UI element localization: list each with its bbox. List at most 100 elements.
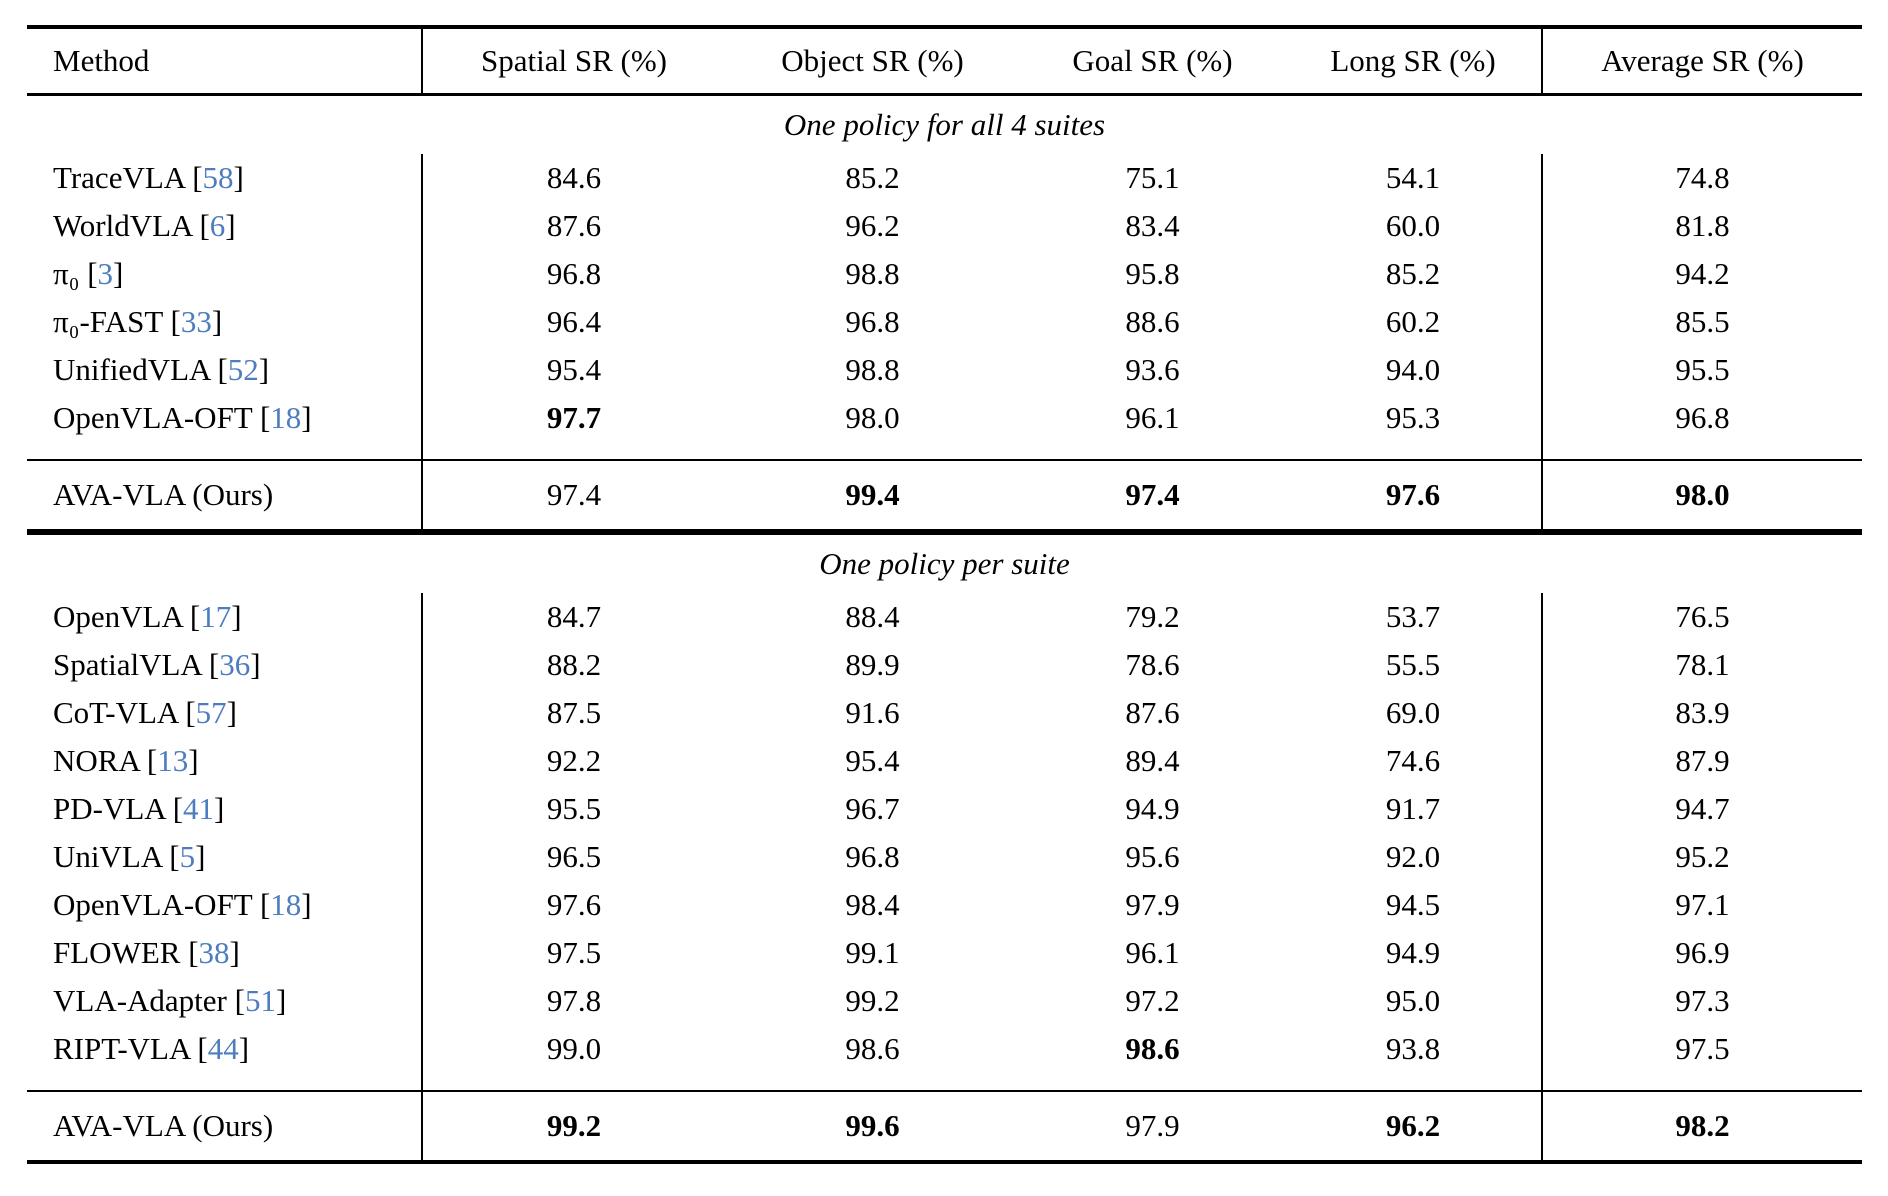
value-cell: 79.2 <box>1125 599 1180 634</box>
value-cell: 98.8 <box>845 352 900 387</box>
table-row: π₀ [3] 96.8 98.8 95.8 85.2 94.2 <box>27 250 1862 298</box>
table-row: PD-VLA [41] 95.5 96.7 94.9 91.7 94.7 <box>27 785 1862 833</box>
value-cell: 89.4 <box>1125 743 1180 778</box>
method-name: NORA [13] <box>53 743 199 778</box>
value-cell: 97.8 <box>421 977 725 1025</box>
value-cell: 91.7 <box>1385 791 1441 826</box>
value-cell: 99.0 <box>421 1025 725 1091</box>
value-cell: 96.7 <box>845 791 900 826</box>
method-name: OpenVLA-OFT [18] <box>53 400 312 435</box>
value-cell: 95.4 <box>845 743 900 778</box>
citation-link[interactable]: 18 <box>270 400 302 435</box>
method-name: OpenVLA [17] <box>53 599 242 634</box>
value-cell: 74.6 <box>1385 743 1441 778</box>
table-row: VLA-Adapter [51] 97.8 99.2 97.2 95.0 97.3 <box>27 977 1862 1025</box>
value-cell: 96.2 <box>1285 1090 1542 1164</box>
table-row: CoT-VLA [57] 87.5 91.6 87.6 69.0 83.9 <box>27 689 1862 737</box>
value-cell: 98.0 <box>1541 459 1862 535</box>
value-cell: 97.9 <box>1020 1090 1285 1164</box>
citation-link[interactable]: 18 <box>270 887 302 922</box>
header-row: Method Spatial SR (%) Object SR (%) Goal… <box>27 25 1862 96</box>
value-cell: 96.8 <box>421 250 725 298</box>
method-name: CoT-VLA [57] <box>53 695 237 730</box>
value-cell: 85.2 <box>845 160 900 195</box>
table-row: SpatialVLA [36] 88.2 89.9 78.6 55.5 78.1 <box>27 641 1862 689</box>
value-cell: 53.7 <box>1385 599 1441 634</box>
table-row: OpenVLA-OFT [18] 97.7 98.0 96.1 95.3 96.8 <box>27 394 1862 460</box>
method-name: π₀-FAST [33] <box>53 304 223 339</box>
column-header-method: Method <box>27 25 422 96</box>
table-row: NORA [13] 92.2 95.4 89.4 74.6 87.9 <box>27 737 1862 785</box>
value-cell: 97.6 <box>421 881 725 929</box>
citation-link[interactable]: 3 <box>97 256 114 291</box>
value-cell: 93.8 <box>1385 1031 1441 1066</box>
value-cell: 96.9 <box>1541 929 1862 977</box>
citation-link[interactable]: 52 <box>227 352 259 387</box>
value-cell: 78.6 <box>1125 647 1180 682</box>
value-cell: 95.4 <box>421 346 725 394</box>
value-cell: 87.6 <box>421 202 725 250</box>
value-cell: 98.6 <box>845 1031 900 1066</box>
value-cell: 94.2 <box>1541 250 1862 298</box>
table-row: π₀-FAST [33] 96.4 96.8 88.6 60.2 85.5 <box>27 298 1862 346</box>
value-cell: 97.6 <box>1285 459 1542 535</box>
value-cell: 96.8 <box>845 304 900 339</box>
citation-link[interactable]: 41 <box>183 791 215 826</box>
method-name: UniVLA [5] <box>53 839 206 874</box>
citation-link[interactable]: 44 <box>207 1031 239 1066</box>
method-name: TraceVLA [58] <box>53 160 244 195</box>
value-cell: 85.5 <box>1541 298 1862 346</box>
value-cell: 83.4 <box>1125 208 1180 243</box>
value-cell: 55.5 <box>1385 647 1441 682</box>
value-cell: 99.4 <box>725 459 1020 535</box>
column-header-long-sr: Long SR (%) <box>1285 25 1542 96</box>
value-cell: 92.2 <box>421 737 725 785</box>
value-cell: 96.4 <box>421 298 725 346</box>
table-row: UnifiedVLA [52] 95.4 98.8 93.6 94.0 95.5 <box>27 346 1862 394</box>
value-cell: 95.6 <box>1125 839 1180 874</box>
citation-link[interactable]: 57 <box>195 695 227 730</box>
citation-link[interactable]: 33 <box>180 304 212 339</box>
value-cell: 99.2 <box>421 1090 725 1164</box>
value-cell: 69.0 <box>1385 695 1441 730</box>
value-cell: 95.8 <box>1125 256 1180 291</box>
value-cell: 98.6 <box>1125 1031 1180 1066</box>
section-label: One policy per suite <box>819 546 1070 581</box>
value-cell: 93.6 <box>1125 352 1180 387</box>
value-cell: 97.4 <box>1020 459 1285 535</box>
method-name: OpenVLA-OFT [18] <box>53 887 312 922</box>
citation-link[interactable]: 58 <box>202 160 234 195</box>
citation-link[interactable]: 13 <box>157 743 189 778</box>
citation-link[interactable]: 36 <box>219 647 251 682</box>
highlight-row-ours: AVA-VLA (Ours) 99.2 99.6 97.9 96.2 98.2 <box>27 1090 1862 1164</box>
table-row: OpenVLA [17] 84.7 88.4 79.2 53.7 76.5 <box>27 593 1862 641</box>
table-row: OpenVLA-OFT [18] 97.6 98.4 97.9 94.5 97.1 <box>27 881 1862 929</box>
table-row: UniVLA [5] 96.5 96.8 95.6 92.0 95.2 <box>27 833 1862 881</box>
value-cell: 84.7 <box>421 593 725 641</box>
value-cell: 96.1 <box>1125 935 1180 970</box>
column-header-object-sr: Object SR (%) <box>725 25 1020 96</box>
method-name: WorldVLA [6] <box>53 208 236 243</box>
citation-link[interactable]: 17 <box>200 599 232 634</box>
value-cell: 97.2 <box>1125 983 1180 1018</box>
value-cell: 89.9 <box>845 647 900 682</box>
citation-link[interactable]: 5 <box>179 839 196 874</box>
value-cell: 97.9 <box>1125 887 1180 922</box>
value-cell: 94.0 <box>1385 352 1441 387</box>
value-cell: 96.1 <box>1125 400 1180 435</box>
value-cell: 88.4 <box>845 599 900 634</box>
value-cell: 94.7 <box>1541 785 1862 833</box>
citation-link[interactable]: 6 <box>209 208 226 243</box>
value-cell: 96.5 <box>421 833 725 881</box>
results-table-body: One policy for all 4 suites TraceVLA [58]… <box>27 95 1862 1164</box>
value-cell: 76.5 <box>1541 593 1862 641</box>
citation-link[interactable]: 51 <box>244 983 276 1018</box>
section-label-row: One policy for all 4 suites <box>27 95 1862 155</box>
table-row: FLOWER [38] 97.5 99.1 96.1 94.9 96.9 <box>27 929 1862 977</box>
value-cell: 97.5 <box>1541 1025 1862 1091</box>
citation-link[interactable]: 38 <box>198 935 230 970</box>
section-label: One policy for all 4 suites <box>783 107 1106 142</box>
value-cell: 95.3 <box>1385 400 1441 435</box>
value-cell: 83.9 <box>1541 689 1862 737</box>
